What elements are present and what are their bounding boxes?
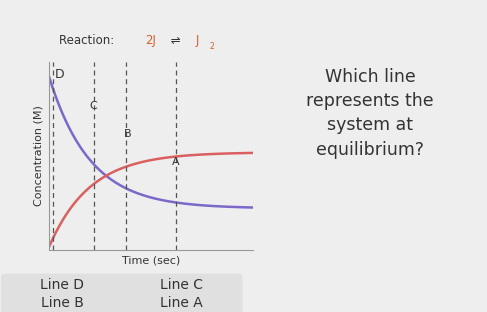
Text: Line C: Line C xyxy=(160,278,203,292)
Text: Line B: Line B xyxy=(40,296,84,310)
Text: D: D xyxy=(55,68,64,81)
Text: Reaction:: Reaction: xyxy=(59,34,118,47)
Text: B: B xyxy=(124,129,131,139)
X-axis label: Time (sec): Time (sec) xyxy=(122,255,180,265)
Y-axis label: Concentration (M): Concentration (M) xyxy=(33,105,43,207)
Text: 2: 2 xyxy=(209,42,214,51)
Text: A: A xyxy=(172,157,179,167)
Text: Which line
represents the
system at
equilibrium?: Which line represents the system at equi… xyxy=(306,68,434,158)
Text: 2J: 2J xyxy=(145,34,156,47)
Text: ⇌: ⇌ xyxy=(168,34,185,47)
Text: Line D: Line D xyxy=(40,278,84,292)
Text: Line A: Line A xyxy=(160,296,203,310)
Text: J: J xyxy=(196,34,199,47)
Text: C: C xyxy=(90,101,97,111)
